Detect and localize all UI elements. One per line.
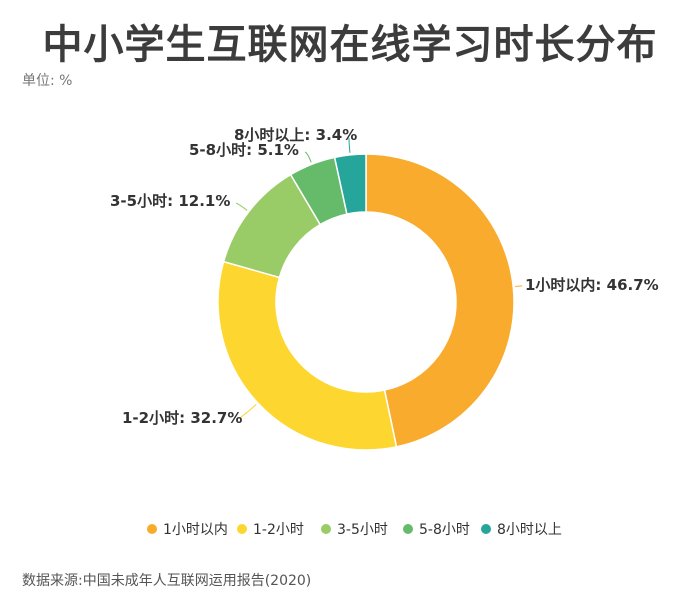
legend-marker-1 [147, 524, 157, 534]
chart-title: 中小学生互联网在线学习时长分布 [42, 22, 658, 68]
data-labels-group: 1小时以内: 46.7% 1-2小时: 32.7% 3-5小时: 12.1% 5-8小… [110, 126, 659, 427]
legend-label-5: 8小时以上 [497, 522, 562, 538]
legend-label-3: 3-5小时 [337, 522, 388, 538]
data-label-4: 5-8小时: 5.1% [189, 141, 299, 159]
leader-line-1 [515, 285, 523, 287]
legend-marker-5 [481, 524, 491, 534]
data-label-5: 8小时以上: 3.4% [234, 126, 357, 144]
leader-lines-group [235, 137, 523, 419]
legend-label-1: 1小时以内 [163, 522, 228, 538]
legend-label-2: 1-2小时 [253, 522, 304, 538]
legend-marker-4 [403, 524, 413, 534]
leader-line-2 [239, 403, 257, 419]
leader-line-5 [348, 137, 351, 153]
slice-5 [333, 153, 367, 215]
legend-label-4: 5-8小时 [419, 522, 470, 538]
data-label-3: 3-5小时: 12.1% [110, 192, 230, 210]
slices-group [217, 153, 515, 451]
unit-label: 单位: % [22, 73, 73, 89]
slice-1 [365, 153, 515, 448]
data-label-1: 1小时以内: 46.7% [525, 276, 659, 294]
leader-line-3 [235, 202, 248, 211]
slice-2 [217, 260, 398, 451]
legend-marker-2 [237, 524, 247, 534]
data-label-2: 1-2小时: 32.7% [122, 409, 242, 427]
leader-line-4 [304, 151, 312, 163]
source-note: 数据来源:中国未成年人互联网运用报告(2020) [22, 573, 312, 589]
legend-marker-3 [321, 524, 331, 534]
legend: 1小时以内 1-2小时 3-5小时 5-8小时 8小时以上 [147, 522, 562, 538]
